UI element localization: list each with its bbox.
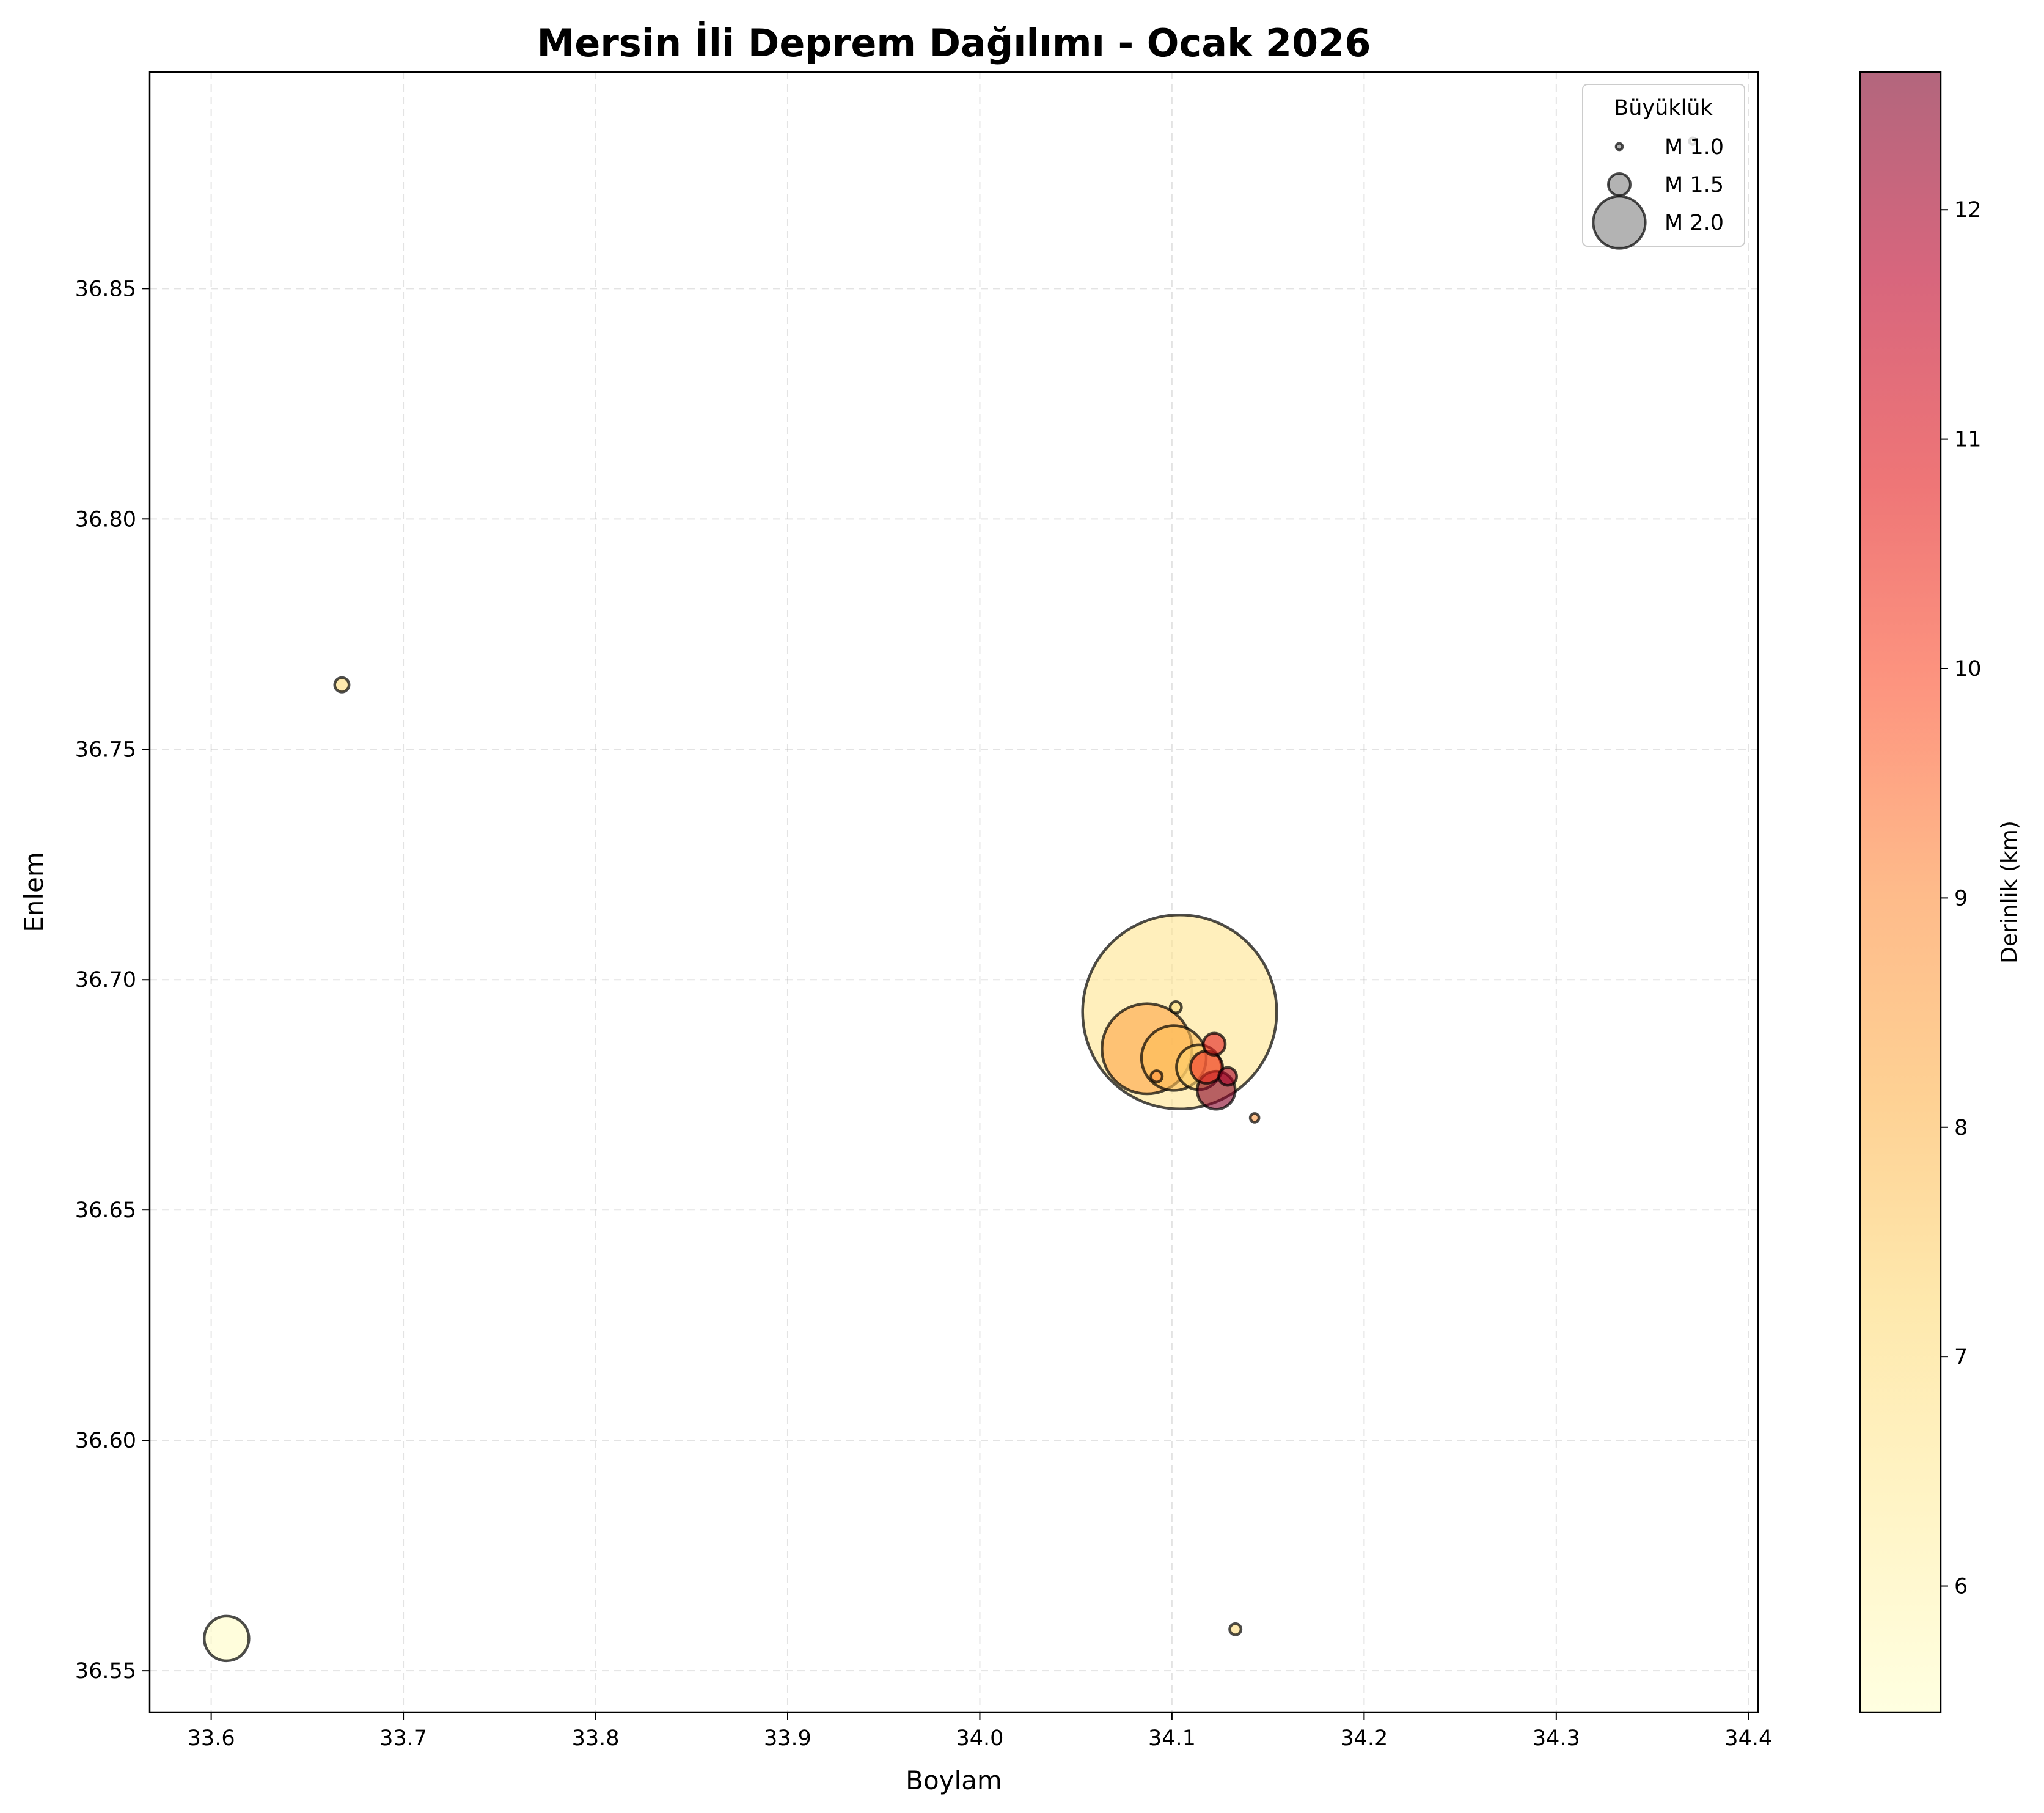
y-tick-label: 36.70 [75,968,136,992]
legend-label: M 2.0 [1665,211,1724,235]
scatter-point [202,1614,251,1663]
x-axis-ticks: 33.6 33.7 33.8 33.9 34.0 34.1 34.2 34.3 34.4 [188,1712,1772,1751]
grid [150,72,1758,1712]
x-tick-label: 33.8 [572,1726,620,1751]
scatter-point [1248,1112,1261,1124]
y-tick-label: 36.75 [75,738,136,762]
y-axis-label: Enlem [19,852,49,932]
y-tick-label: 36.85 [75,277,136,301]
data-points [202,136,1698,1663]
x-tick-label: 34.3 [1533,1726,1580,1751]
colorbar-tick-label: 6 [1954,1575,1968,1599]
colorbar-tick-label: 10 [1954,657,1982,681]
x-tick-label: 34.2 [1340,1726,1388,1751]
x-axis-label: Boylam [906,1765,1002,1795]
legend-title: Büyüklük [1614,96,1713,120]
legend: Büyüklük M 1.0 M 1.5 M 2.0 [1582,84,1745,250]
y-tick-label: 36.65 [75,1198,136,1223]
legend-label: M 1.5 [1665,173,1724,197]
scatter-point [1228,1622,1243,1636]
colorbar-ticks: 6 7 8 9 10 11 12 [1941,198,1982,1599]
chart-title: Mersin İli Deprem Dağılımı - Ocak 2026 [537,21,1371,65]
y-axis-ticks: 36.55 36.60 36.65 36.70 36.75 36.80 36.85 [75,277,150,1683]
legend-marker [1607,172,1632,197]
scatter-point [1149,1069,1164,1084]
scatter-point [1168,1000,1183,1014]
colorbar [1859,71,1942,1713]
y-tick-label: 36.60 [75,1429,136,1453]
x-tick-label: 34.4 [1724,1726,1772,1751]
colorbar-tick-label: 12 [1954,198,1982,222]
legend-marker [1592,195,1647,250]
scatter-point [1201,1031,1227,1057]
colorbar-label: Derinlik (km) [1997,821,2022,964]
y-tick-label: 36.80 [75,507,136,532]
x-tick-label: 33.7 [379,1726,427,1751]
y-tick-label: 36.55 [75,1659,136,1683]
x-tick-label: 33.9 [764,1726,811,1751]
colorbar-tick-label: 11 [1954,428,1982,452]
scatter-point [333,676,351,694]
legend-label: M 1.0 [1665,135,1724,159]
legend-marker [1614,142,1624,152]
x-tick-label: 34.0 [956,1726,1003,1751]
colorbar-tick-label: 7 [1954,1345,1968,1369]
x-tick-label: 34.1 [1148,1726,1196,1751]
scatter-point [1217,1066,1238,1087]
plot-frame [148,71,1759,1713]
x-tick-label: 33.6 [188,1726,235,1751]
colorbar-tick-label: 9 [1954,886,1968,910]
colorbar-tick-label: 8 [1954,1116,1968,1140]
